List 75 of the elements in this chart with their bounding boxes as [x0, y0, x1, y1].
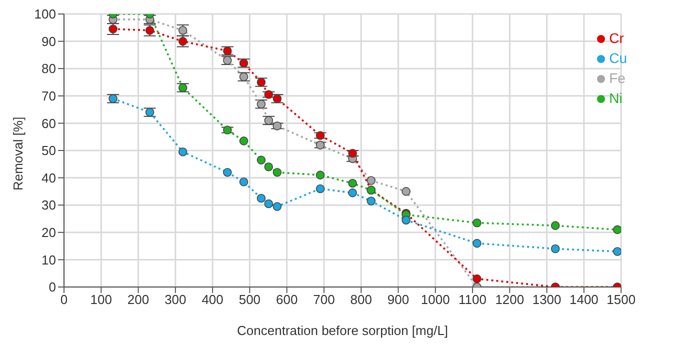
point: [402, 216, 410, 225]
legend-label: Fe: [609, 70, 626, 86]
point: [272, 94, 282, 104]
point: [223, 126, 232, 134]
x-tick-label: 1300: [532, 292, 562, 308]
point: [178, 83, 188, 92]
point: [256, 194, 266, 203]
point: [178, 147, 188, 156]
x-axis-title: Concentration before sorption [mg/L]: [237, 323, 448, 338]
point: [316, 140, 325, 150]
point: [348, 178, 357, 188]
x-tick-label: 1200: [495, 292, 524, 308]
point: [264, 162, 274, 172]
legend-label: Cr: [609, 30, 624, 46]
point: [256, 156, 266, 164]
point: [272, 202, 282, 211]
point: [272, 122, 282, 130]
point: [239, 136, 248, 146]
point: [366, 176, 376, 185]
point: [316, 184, 325, 194]
y-tick-label: 90: [42, 34, 56, 49]
point: [272, 168, 282, 177]
point: [348, 188, 357, 198]
x-tick-label: 1500: [606, 292, 636, 308]
x-tick-label: 400: [202, 292, 224, 308]
point: [264, 90, 274, 99]
x-tick-label: 1100: [458, 292, 487, 308]
x-tick-label: 700: [313, 292, 335, 308]
point: [239, 72, 248, 82]
y-tick-label: 50: [42, 143, 56, 158]
point: [223, 46, 232, 56]
x-tick-label: 1000: [420, 292, 450, 308]
point: [366, 196, 376, 206]
x-tick-label: 800: [350, 292, 372, 308]
point: [402, 187, 410, 196]
point: [472, 218, 482, 228]
point: [239, 58, 248, 68]
point: [612, 225, 622, 234]
point: [256, 78, 266, 87]
point: [239, 177, 248, 186]
x-tick-label: 100: [90, 292, 112, 308]
point: [108, 24, 118, 34]
x-tick-label: 200: [127, 292, 150, 308]
point: [145, 108, 154, 117]
point: [316, 170, 325, 180]
x-tick-label: 300: [164, 292, 186, 308]
x-tick-label: 900: [387, 292, 410, 308]
y-tick-label: 60: [42, 116, 56, 131]
point: [348, 148, 357, 158]
legend-label: Ni: [609, 90, 622, 106]
y-tick-label: 80: [42, 61, 56, 76]
y-tick-label: 40: [42, 170, 56, 186]
point: [264, 199, 274, 208]
x-tick-label: 500: [238, 292, 261, 308]
point: [316, 131, 325, 140]
y-axis-title: Removal [%]: [10, 116, 26, 190]
y-tick-label: 30: [42, 198, 56, 213]
point: [145, 26, 154, 35]
point: [223, 168, 232, 177]
point: [550, 244, 560, 254]
point: [108, 94, 118, 104]
point: [472, 274, 482, 284]
x-tick-label: 600: [276, 292, 298, 308]
point: [472, 238, 482, 248]
legend-label: Cu: [609, 50, 627, 66]
y-tick-label: 20: [42, 225, 56, 240]
y-tick-label: 100: [34, 6, 56, 22]
point: [550, 221, 560, 230]
x-tick-label: 0: [60, 292, 68, 308]
point: [612, 247, 622, 256]
point: [223, 56, 232, 65]
y-tick-label: 10: [42, 252, 56, 268]
y-tick-label: 0: [48, 280, 56, 295]
y-tick-label: 70: [42, 88, 56, 104]
x-tick-label: 1400: [569, 292, 598, 308]
